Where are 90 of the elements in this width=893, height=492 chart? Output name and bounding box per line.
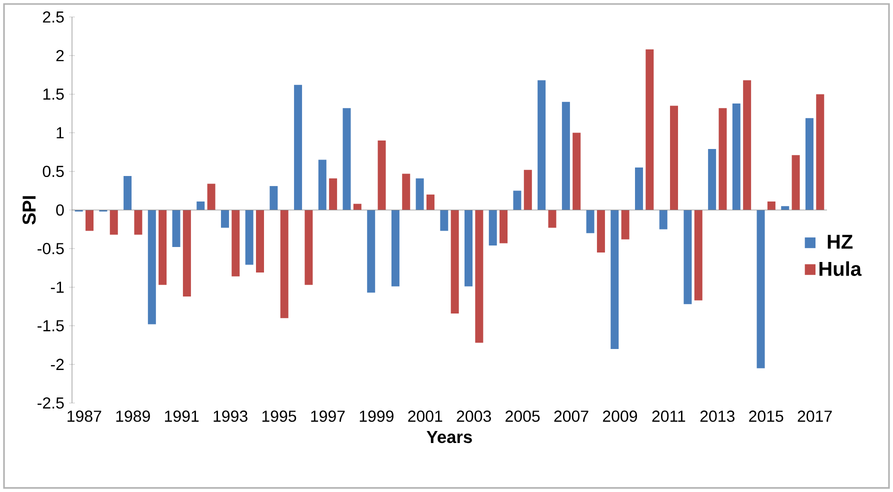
bar — [635, 168, 643, 210]
bar — [294, 84, 302, 210]
bar — [391, 210, 400, 286]
x-tick-label: 2003 — [456, 410, 491, 422]
legend-label: Hula — [820, 261, 862, 276]
bar — [196, 202, 205, 210]
bar — [572, 132, 581, 210]
bar — [548, 210, 556, 228]
y-tick-label: -0.5 — [38, 242, 64, 254]
bar — [524, 170, 532, 210]
y-tick-label: 2 — [56, 50, 64, 62]
bar — [743, 80, 752, 210]
legend-label: HZ — [828, 234, 853, 249]
bar — [402, 174, 410, 210]
x-tick-label: 1991 — [165, 410, 199, 422]
bar — [256, 210, 264, 273]
y-tick-label: 1.5 — [43, 88, 64, 100]
bar — [304, 210, 313, 285]
bar — [280, 210, 288, 318]
bar — [659, 210, 668, 230]
bar — [367, 210, 376, 293]
y-tick-label: 1 — [56, 127, 64, 138]
bar — [124, 176, 132, 210]
bar — [148, 210, 156, 324]
x-tick-label: 2017 — [798, 410, 832, 422]
bar — [610, 210, 619, 349]
x-tick-label: 2009 — [602, 410, 638, 422]
bar — [670, 106, 678, 210]
x-tick-label: 1989 — [116, 410, 150, 422]
bar — [232, 210, 240, 276]
bar — [694, 210, 702, 300]
bar — [110, 210, 118, 235]
y-tick-label: -1.5 — [38, 320, 64, 332]
bar — [378, 140, 386, 210]
x-tick-label: 1993 — [214, 410, 248, 422]
x-tick-label: 2015 — [749, 410, 784, 422]
y-tick-label: 2.5 — [43, 11, 64, 23]
bar — [513, 190, 522, 210]
x-tick-label: 1999 — [360, 410, 394, 422]
x-tick-label: 2005 — [506, 410, 540, 422]
bar — [596, 210, 605, 252]
y-tick-label: 0 — [56, 204, 64, 216]
bar — [426, 194, 434, 210]
y-tick-label: -2 — [50, 358, 64, 370]
x-tick-label: 1987 — [68, 410, 102, 422]
bar — [464, 210, 473, 286]
y-tick-label: 0.5 — [42, 166, 64, 178]
x-tick-label: 1997 — [311, 410, 345, 422]
bar — [220, 210, 229, 228]
bar — [538, 80, 546, 210]
y-axis-title: SPI — [22, 196, 36, 224]
bar — [781, 206, 790, 210]
bar — [732, 103, 740, 210]
x-tick-label: 1995 — [262, 410, 296, 422]
y-tick-label: -1 — [50, 282, 64, 293]
bar — [86, 210, 94, 231]
x-tick-label: 2007 — [554, 410, 588, 422]
bar — [586, 210, 594, 234]
bar — [475, 210, 484, 343]
bar — [684, 210, 692, 304]
bar — [756, 210, 765, 368]
bar — [172, 210, 180, 248]
bar — [329, 178, 338, 210]
y-tick-label: -2.5 — [38, 397, 64, 409]
x-tick-label: 2001 — [408, 410, 442, 422]
x-tick-label: 2013 — [700, 410, 734, 422]
bar — [440, 210, 448, 231]
bar — [816, 94, 824, 210]
bar — [245, 210, 254, 265]
bar — [158, 210, 167, 285]
bar — [500, 210, 508, 244]
bar — [207, 184, 216, 210]
bar — [342, 108, 351, 210]
bar — [792, 155, 800, 210]
bar — [270, 186, 278, 210]
bar — [646, 49, 654, 210]
x-axis-title: Years — [426, 431, 472, 444]
bar — [318, 160, 326, 210]
bar — [134, 210, 142, 235]
bar — [416, 178, 424, 210]
bar — [182, 210, 191, 296]
bar — [621, 210, 630, 240]
x-tick-label: 2011 — [652, 410, 686, 422]
bar — [562, 102, 570, 210]
bar — [708, 149, 716, 210]
bar — [805, 118, 814, 210]
bar — [767, 202, 776, 210]
bar — [450, 210, 459, 314]
bar — [488, 210, 497, 246]
bar — [718, 108, 727, 210]
